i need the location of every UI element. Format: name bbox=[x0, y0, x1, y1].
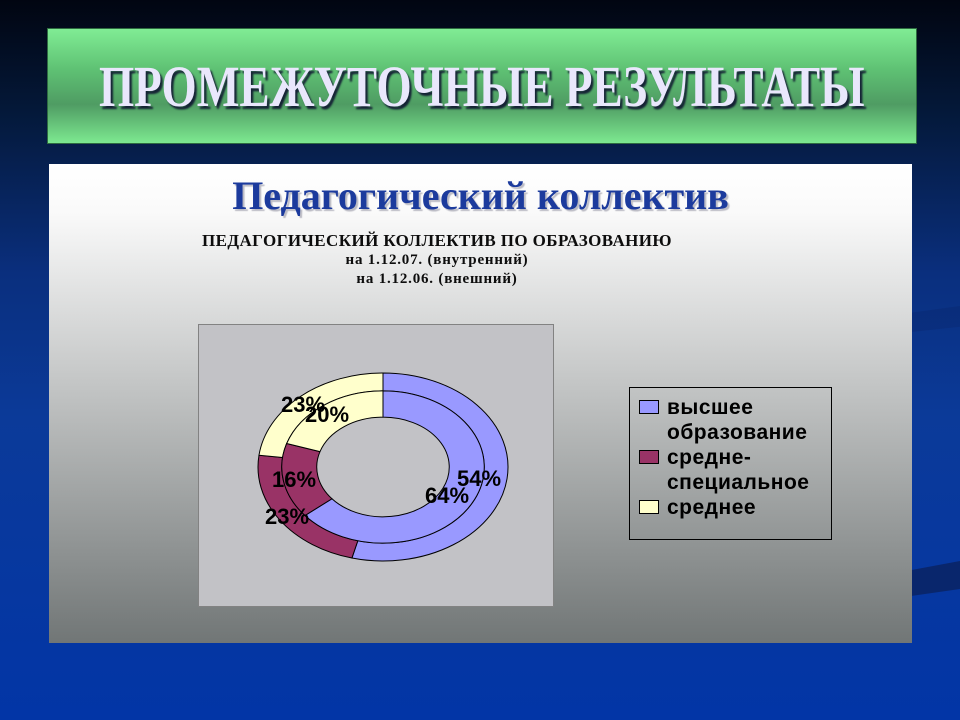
data-label-inner-2: 20% bbox=[305, 402, 349, 427]
chart-title-line1: ПЕДАГОГИЧЕСКИЙ КОЛЛЕКТИВ ПО ОБРАЗОВАНИЮ bbox=[202, 231, 672, 250]
doughnut-chart-plot-area: 54% 23% 23% 64% 16% 20% bbox=[198, 324, 554, 607]
legend-item-secondary: среднее bbox=[639, 495, 831, 520]
data-label-outer-1: 23% bbox=[265, 504, 309, 529]
data-label-outer-2: 23% bbox=[281, 392, 325, 417]
title-banner: ПРОМЕЖУТОЧНЫЕ РЕЗУЛЬТАТЫ bbox=[47, 28, 917, 144]
content-panel: Педагогический коллектив ПЕДАГОГИЧЕСКИЙ … bbox=[49, 164, 912, 643]
legend-item-higher-education: высшее образование bbox=[639, 395, 831, 445]
legend-label: высшее образование bbox=[667, 396, 808, 444]
legend-swatch-yellow bbox=[639, 500, 659, 514]
background-ribbon-decoration bbox=[911, 561, 960, 596]
legend-swatch-plum bbox=[639, 450, 659, 464]
doughnut-chart: 54% 23% 23% 64% 16% 20% bbox=[257, 372, 509, 562]
legend-label: средне-специальное bbox=[667, 446, 810, 494]
data-label-inner-1: 16% bbox=[272, 467, 316, 492]
chart-title-line2: на 1.12.07. (внутренний) bbox=[345, 252, 529, 268]
data-label-inner-0: 64% bbox=[425, 483, 469, 508]
legend-swatch-blue bbox=[639, 400, 659, 414]
legend-item-secondary-special: средне-специальное bbox=[639, 445, 831, 495]
legend-label: среднее bbox=[667, 496, 757, 519]
chart-title-line3: на 1.12.06. (внешний) bbox=[356, 271, 518, 287]
section-heading: Педагогический коллектив bbox=[232, 173, 729, 218]
chart-title: ПЕДАГОГИЧЕСКИЙ КОЛЛЕКТИВ ПО ОБРАЗОВАНИЮ … bbox=[49, 231, 825, 289]
data-label-outer-0: 54% bbox=[457, 466, 501, 491]
background-ribbon-decoration bbox=[911, 306, 960, 332]
doughnut-slice-inner-0 bbox=[304, 390, 485, 544]
slide-title: ПРОМЕЖУТОЧНЫЕ РЕЗУЛЬТАТЫ bbox=[99, 53, 865, 119]
doughnut-slice-inner-2 bbox=[286, 390, 384, 453]
chart-legend: высшее образование средне-специальное ср… bbox=[629, 387, 832, 540]
